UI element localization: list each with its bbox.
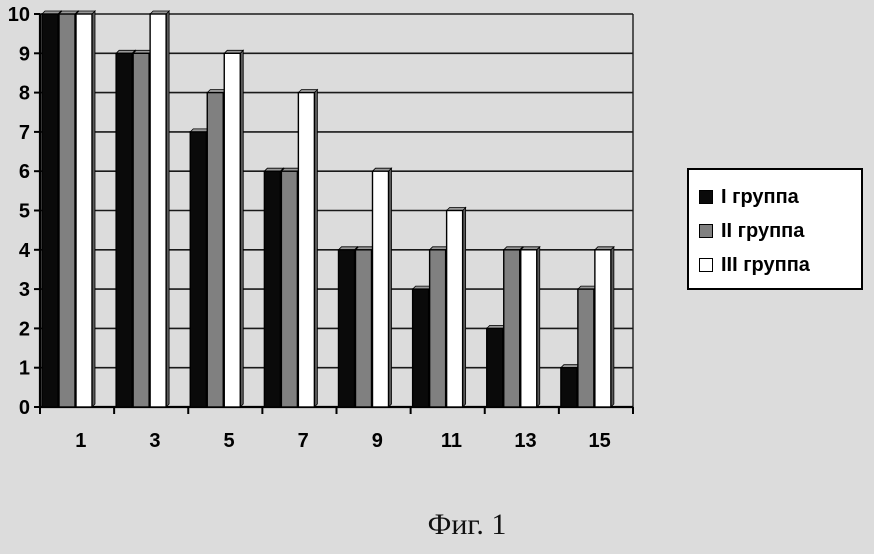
x-tick-label: 1 xyxy=(75,430,86,452)
legend: I группа II группа III группа xyxy=(687,168,863,290)
bar xyxy=(297,88,319,408)
bars xyxy=(41,10,615,408)
bar xyxy=(519,245,541,408)
bar xyxy=(354,245,376,408)
legend-item-series-1: I группа xyxy=(699,182,799,212)
bar xyxy=(115,49,137,408)
bar xyxy=(58,10,79,408)
bar xyxy=(263,167,285,408)
legend-item-series-2: II группа xyxy=(699,216,804,246)
figure-caption: Фиг. 1 xyxy=(427,508,507,541)
y-tick-label: 5 xyxy=(19,201,30,223)
x-tick-label: 15 xyxy=(589,430,611,452)
x-tick-label: 5 xyxy=(223,430,234,452)
bar xyxy=(428,245,450,408)
legend-label-series-2: II группа xyxy=(721,219,805,242)
y-tick-label: 6 xyxy=(19,161,30,183)
bar xyxy=(41,10,62,408)
y-tick-label: 9 xyxy=(19,43,30,65)
bar xyxy=(280,167,302,408)
bar xyxy=(576,285,598,408)
y-tick-label: 8 xyxy=(19,83,30,105)
legend-label-series-1: I группа xyxy=(721,185,799,208)
x-tick-label: 11 xyxy=(441,430,462,452)
y-tick-label: 10 xyxy=(8,4,30,26)
legend-label-series-3: III группа xyxy=(721,253,810,276)
y-tick-label: 7 xyxy=(19,122,30,144)
y-tick-label: 2 xyxy=(19,318,30,340)
legend-swatch-series-3 xyxy=(699,258,713,272)
bar xyxy=(132,49,154,408)
y-tick-label: 0 xyxy=(19,397,30,419)
bar xyxy=(189,127,211,408)
x-tick-label: 7 xyxy=(298,430,309,452)
bar xyxy=(593,245,615,408)
y-tick-label: 3 xyxy=(19,279,30,301)
bar xyxy=(411,285,433,408)
x-tick-label: 13 xyxy=(514,430,536,452)
bar xyxy=(337,245,359,408)
x-tick-label: 9 xyxy=(372,430,383,452)
bar xyxy=(485,324,507,408)
legend-item-series-3: III группа xyxy=(699,250,810,280)
bar xyxy=(559,363,581,408)
legend-swatch-series-1 xyxy=(699,190,713,204)
bar xyxy=(445,206,467,408)
legend-swatch-series-2 xyxy=(699,224,713,238)
y-tick-label: 4 xyxy=(19,240,31,262)
bar xyxy=(149,10,171,408)
bar xyxy=(371,167,393,408)
x-tick-label: 3 xyxy=(149,430,160,452)
bar xyxy=(502,245,524,408)
y-tick-label: 1 xyxy=(19,358,30,380)
bar xyxy=(75,10,96,408)
bar xyxy=(223,49,245,408)
bar xyxy=(206,88,228,408)
